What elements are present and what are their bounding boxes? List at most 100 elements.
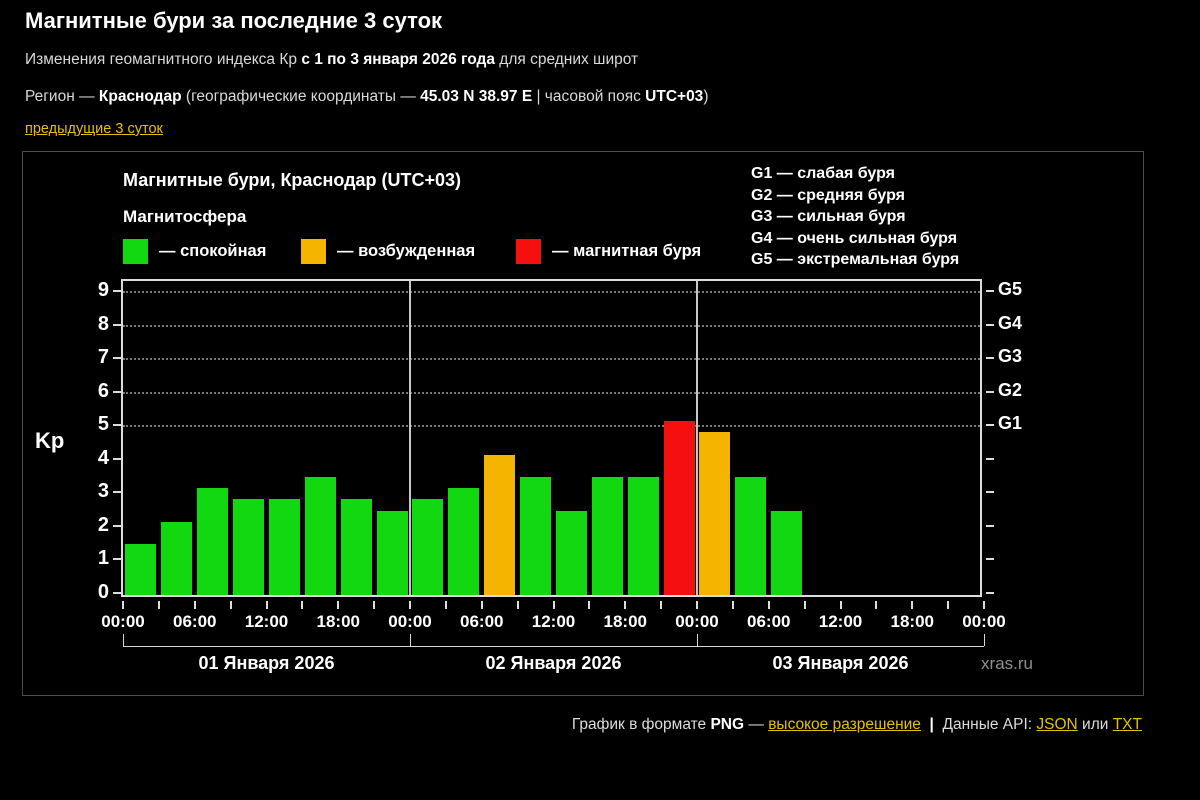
- x-axis-tick: [911, 601, 914, 609]
- x-axis-tick: [839, 601, 842, 609]
- right-axis-label-G1: G1: [998, 413, 1023, 434]
- kp-bar: [663, 421, 695, 595]
- x-tick-label: 12:00: [531, 612, 576, 631]
- footer-text: |: [920, 716, 943, 733]
- x-axis-tick: [767, 601, 770, 609]
- day-label-3: 03 Января 2026: [772, 653, 909, 673]
- x-axis-tick: [588, 601, 591, 609]
- footer-text: или: [1077, 716, 1113, 733]
- date-bracket: [123, 646, 984, 647]
- subtitle-segment: с 1 по 3 января 2026 года: [301, 51, 495, 68]
- x-axis-tick: [983, 601, 985, 609]
- y-axis-tick: [113, 457, 121, 460]
- magnetosphere-label: Магнитосфера: [123, 207, 247, 226]
- chart-panel: Магнитные бури, Краснодар (UTC+03) Магни…: [22, 151, 1144, 696]
- legend-label-excited: — возбужденная: [337, 241, 476, 260]
- kp-bar: [484, 454, 516, 595]
- kp-bar-plot: Kp xras.ru 0 1 2 3 4 5 6 7 8 9 G1 G2 G3 G4 G5 00:00 06:0…: [35, 279, 1033, 673]
- g-scale-legend-line-1: G1 — слабая буря: [751, 165, 896, 182]
- kp-bar: [735, 477, 767, 595]
- x-axis-tick: [660, 601, 663, 609]
- y-tick-label-0: 0: [97, 581, 109, 603]
- x-tick-label: 00:00: [675, 612, 719, 631]
- right-axis-tick: [986, 424, 994, 427]
- x-tick-label: 06:00: [747, 612, 791, 631]
- x-axis-tick: [480, 601, 483, 609]
- g-scale-legend-line-3: G3 — сильная буря: [751, 208, 906, 225]
- x-axis-tick: [552, 601, 555, 609]
- excited-color-swatch-icon: [301, 238, 326, 264]
- legend-label-storm: — магнитная буря: [552, 241, 702, 260]
- legend-item-quiet: — спокойная: [123, 238, 266, 264]
- subtitle-segment: Изменения геомагнитного индекса Кр: [25, 51, 302, 68]
- footer-link[interactable]: JSON: [1036, 716, 1078, 733]
- x-tick-label: 00:00: [388, 612, 432, 631]
- y-axis-tick: [113, 524, 121, 527]
- right-axis-tick: [986, 390, 994, 393]
- footer-text: PNG: [710, 716, 745, 733]
- x-axis-tick: [157, 601, 160, 609]
- kp-bar: [233, 499, 265, 595]
- right-axis-tick: [986, 491, 994, 494]
- date-bracket-tick: [983, 634, 985, 646]
- footer-link[interactable]: TXT: [1112, 716, 1142, 733]
- x-axis-tick: [875, 601, 878, 609]
- y-tick-label-8: 8: [97, 312, 109, 335]
- x-tick-label: 12:00: [244, 612, 289, 631]
- g-scale-legend-line-4: G4 — очень сильная буря: [751, 229, 958, 247]
- chart-title: Магнитные бури, Краснодар (UTC+03): [123, 170, 462, 190]
- g-scale-legend-line-5: G5 — экстремальная буря: [751, 251, 960, 268]
- subtitle-segment: для средних широт: [494, 51, 639, 68]
- kp-bar: [340, 499, 372, 595]
- x-axis-tick: [947, 601, 950, 609]
- kp-bar: [412, 499, 444, 595]
- right-axis-label-G2: G2: [998, 379, 1023, 400]
- page-title: Магнитные бури за последние 3 суток: [25, 8, 443, 33]
- y-tick-label-3: 3: [97, 480, 109, 503]
- kp-bar: [304, 477, 336, 595]
- kp-bar: [376, 510, 408, 595]
- x-axis-tick: [337, 601, 340, 609]
- kp-bar: [161, 521, 193, 595]
- x-tick-label: 06:00: [173, 612, 217, 631]
- region-segment: (географические координаты —: [181, 88, 421, 105]
- region-segment: | часовой пояс: [532, 88, 646, 105]
- previous-3-days-link[interactable]: предыдущие 3 суток: [25, 121, 163, 137]
- g-scale-legend-line-2: G2 — средняя буря: [751, 186, 905, 204]
- region-segment: Краснодар: [98, 88, 182, 105]
- x-axis-tick: [803, 601, 806, 609]
- footer-link[interactable]: высокое разрешение: [768, 716, 921, 733]
- y-axis-title: Kp: [35, 427, 65, 453]
- legend-label-quiet: — спокойная: [159, 241, 267, 260]
- kp-bar: [448, 488, 480, 595]
- day-label-2: 02 Января 2026: [485, 653, 622, 673]
- y-tick-label-2: 2: [97, 513, 109, 536]
- subtitle-line: Изменения геомагнитного индекса Кр с 1 п…: [25, 51, 638, 69]
- kp-bar: [627, 477, 659, 595]
- y-axis-tick: [113, 390, 121, 393]
- quiet-color-swatch-icon: [123, 238, 148, 264]
- right-axis-tick: [986, 289, 994, 292]
- x-axis-tick: [122, 601, 124, 609]
- y-tick-label-5: 5: [97, 413, 109, 436]
- footer-links-row: График в формате PNG — высокое разрешени…: [572, 716, 1142, 734]
- region-segment: 45.03 N 38.97 E: [420, 88, 533, 105]
- y-tick-label-9: 9: [97, 278, 109, 301]
- kp-bar: [268, 499, 300, 595]
- x-tick-label: 18:00: [603, 612, 647, 631]
- watermark: xras.ru: [981, 654, 1033, 673]
- right-axis-tick: [986, 558, 994, 561]
- right-axis-label-G3: G3: [998, 346, 1023, 367]
- y-axis-tick: [113, 357, 121, 360]
- footer-text: Данные API:: [942, 716, 1037, 733]
- region-segment: Регион —: [25, 88, 99, 105]
- right-axis-tick: [986, 592, 994, 594]
- y-tick-label-6: 6: [97, 379, 109, 402]
- kp-bar: [555, 510, 587, 595]
- kp-bar: [125, 544, 157, 595]
- x-axis-tick: [516, 601, 519, 609]
- right-axis-label-G4: G4: [998, 312, 1023, 333]
- kp-bar: [699, 432, 731, 595]
- right-axis-tick: [986, 357, 994, 360]
- y-axis-tick: [113, 424, 121, 427]
